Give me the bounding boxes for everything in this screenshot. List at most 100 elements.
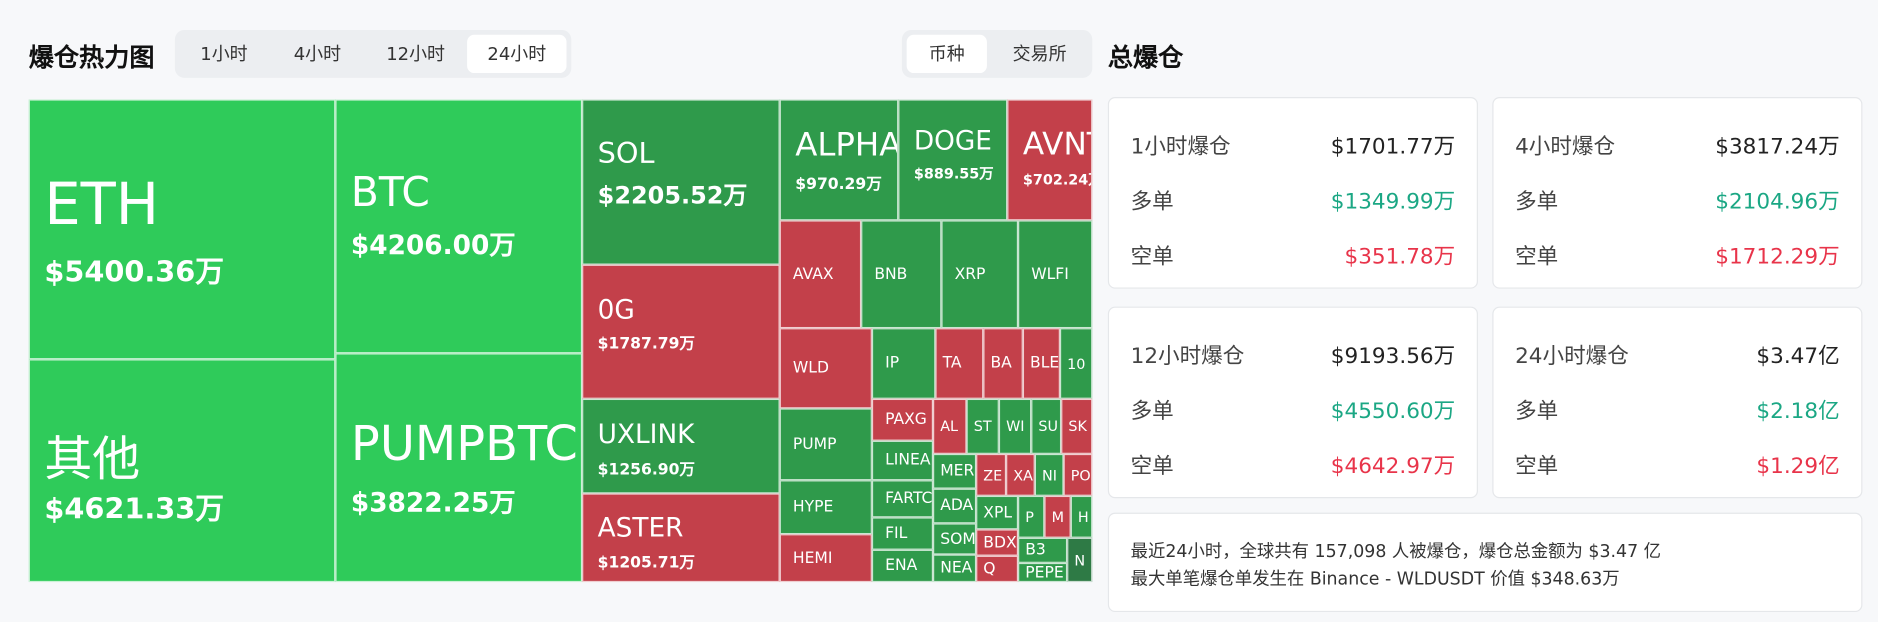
treemap-tile[interactable]: AVAX bbox=[779, 220, 862, 329]
tile-label: PO bbox=[1070, 466, 1091, 484]
treemap-tile[interactable]: ST bbox=[966, 398, 999, 454]
treemap-tile[interactable]: AVNT $702.24万 bbox=[1007, 99, 1093, 221]
treemap-tile[interactable]: ASTER $1205.71万 bbox=[582, 493, 780, 583]
treemap-tile[interactable]: DOGE $889.55万 bbox=[898, 99, 1008, 221]
tile-label: BDX bbox=[983, 533, 1017, 552]
tile-label: WLD bbox=[792, 359, 829, 378]
tile-value: $4206.00万 bbox=[350, 231, 516, 262]
tile-label: P bbox=[1025, 508, 1034, 526]
treemap-tile[interactable]: FIL bbox=[871, 517, 934, 550]
tile-label: N bbox=[1074, 551, 1086, 569]
treemap-tile[interactable]: ALPHA $970.29万 bbox=[779, 99, 899, 221]
row-label: 多单 bbox=[1515, 189, 1559, 215]
tile-label: PUMP bbox=[792, 435, 837, 454]
treemap-tile[interactable]: 10 bbox=[1059, 328, 1093, 399]
treemap-tile[interactable]: PAXG bbox=[871, 398, 934, 441]
row-value: $2104.96万 bbox=[1715, 189, 1840, 215]
treemap: ETH $5400.36万 其他 $4621.33万 BTC $4206.00万 PUMPB… bbox=[28, 99, 1093, 583]
treemap-tile[interactable]: BA bbox=[983, 328, 1023, 399]
row-label: 空单 bbox=[1130, 453, 1174, 480]
treemap-tile[interactable]: 其他 $4621.33万 bbox=[28, 359, 336, 583]
tile-label: PAXG bbox=[885, 410, 927, 429]
view-tab[interactable]: 交易所 bbox=[1012, 43, 1067, 65]
treemap-tile[interactable]: BTC $4206.00万 bbox=[335, 99, 583, 354]
treemap-tile[interactable]: 0G $1787.79万 bbox=[582, 264, 780, 399]
treemap-tile[interactable]: ZE bbox=[976, 453, 1007, 496]
treemap-tile[interactable]: P bbox=[1018, 495, 1045, 538]
treemap-tile[interactable]: PUMPBTC $3822.25万 bbox=[335, 353, 583, 583]
treemap-tile[interactable]: XA bbox=[1006, 453, 1035, 496]
treemap-tile[interactable]: ENA bbox=[871, 549, 934, 583]
time-tabs: 1小时 4小时 12小时 24小时 bbox=[174, 29, 572, 78]
treemap-tile[interactable]: SOL $2205.52万 bbox=[582, 99, 780, 265]
tile-value: $1787.79万 bbox=[597, 335, 695, 354]
card-row: 多单 $1349.99万 bbox=[1131, 184, 1456, 214]
treemap-tile[interactable]: FARTC bbox=[871, 480, 934, 518]
time-tab[interactable]: 1小时 bbox=[200, 43, 248, 65]
treemap-tile[interactable]: WI bbox=[998, 398, 1032, 454]
treemap-tile[interactable]: PO bbox=[1063, 453, 1093, 496]
tile-label: ST bbox=[973, 418, 992, 435]
treemap-tile[interactable]: B3 bbox=[1018, 537, 1068, 563]
tile-value: $1256.90万 bbox=[597, 461, 695, 480]
treemap-tile[interactable]: LINEA bbox=[871, 440, 934, 481]
tile-label: BTC bbox=[350, 169, 430, 218]
treemap-tile[interactable]: TA bbox=[935, 328, 984, 399]
tile-label: WLFI bbox=[1031, 265, 1069, 284]
tile-label: TA bbox=[942, 354, 962, 373]
treemap-tile[interactable]: N bbox=[1067, 537, 1093, 583]
treemap-tile[interactable]: HEMI bbox=[779, 534, 872, 583]
treemap-tile[interactable]: ETH $5400.36万 bbox=[28, 99, 336, 360]
summary-footer: 最近24小时，全球共有 157,098 人被爆仓，爆仓总金额为 $3.47 亿 … bbox=[1107, 512, 1863, 613]
treemap-tile[interactable]: H bbox=[1070, 495, 1093, 538]
row-value: $9193.56万 bbox=[1330, 343, 1456, 369]
time-tab[interactable]: 12小时 bbox=[386, 43, 446, 65]
row-label: 24小时爆仓 bbox=[1515, 343, 1629, 369]
tile-label: IP bbox=[885, 354, 900, 373]
summary-card: 4小时爆仓 $3817.24万 多单 $2104.96万 空单 $1712.29万 bbox=[1492, 97, 1863, 289]
treemap-tile[interactable]: WLD bbox=[779, 328, 872, 409]
treemap-tile[interactable]: NI bbox=[1034, 453, 1064, 496]
treemap-tile[interactable]: HYPE bbox=[779, 480, 872, 535]
treemap-tile[interactable]: BNB bbox=[861, 220, 942, 329]
tile-label: HEMI bbox=[792, 549, 833, 568]
treemap-tile[interactable]: PUMP bbox=[779, 408, 872, 481]
tile-label: FARTC bbox=[885, 489, 933, 508]
tile-label: BLE bbox=[1030, 354, 1060, 373]
tile-label: BA bbox=[990, 354, 1012, 373]
tile-label: XRP bbox=[954, 265, 986, 284]
treemap-tile[interactable]: NEA bbox=[933, 554, 977, 583]
time-tab[interactable]: 4小时 bbox=[293, 43, 342, 65]
treemap-tile[interactable]: Q bbox=[976, 555, 1019, 583]
treemap-tile[interactable]: SK bbox=[1061, 398, 1093, 454]
treemap-tile[interactable]: AL bbox=[933, 398, 967, 454]
treemap-tile[interactable]: BLE bbox=[1022, 328, 1060, 399]
row-label: 多单 bbox=[1515, 398, 1559, 424]
row-value: $1701.77万 bbox=[1330, 134, 1456, 160]
card-row: 空单 $351.78万 bbox=[1131, 240, 1456, 269]
treemap-tile[interactable]: BDX bbox=[976, 529, 1019, 556]
treemap-tile[interactable]: M bbox=[1044, 495, 1071, 538]
treemap-tile[interactable]: UXLINK $1256.90万 bbox=[582, 398, 780, 494]
treemap-tile[interactable]: SOM bbox=[933, 523, 977, 555]
summary-title: 总爆仓 bbox=[1107, 43, 1184, 72]
treemap-tile[interactable]: PEPE bbox=[1018, 562, 1068, 583]
tile-label: SOL bbox=[597, 136, 655, 171]
treemap-tile[interactable]: XPL bbox=[976, 495, 1019, 530]
view-tab[interactable]: 币种 bbox=[906, 34, 987, 74]
tile-label: NEA bbox=[940, 559, 973, 578]
tile-label: AL bbox=[940, 418, 959, 435]
tile-label: ETH bbox=[44, 170, 159, 238]
card-row: 24小时爆仓 $3.47亿 bbox=[1515, 339, 1840, 369]
treemap-tile[interactable]: ADA bbox=[933, 488, 977, 524]
row-label: 12小时爆仓 bbox=[1130, 343, 1245, 369]
row-value: $1712.29万 bbox=[1715, 244, 1840, 270]
treemap-tile[interactable]: XRP bbox=[941, 220, 1019, 329]
card-row: 空单 $1712.29万 bbox=[1515, 240, 1840, 269]
treemap-tile[interactable]: MER bbox=[933, 453, 977, 489]
treemap-tile[interactable]: WLFI bbox=[1018, 220, 1093, 329]
time-tab[interactable]: 24小时 bbox=[467, 34, 567, 74]
treemap-tile[interactable]: SU bbox=[1031, 398, 1062, 454]
row-value: $1.29亿 bbox=[1756, 453, 1840, 480]
treemap-tile[interactable]: IP bbox=[871, 328, 936, 399]
